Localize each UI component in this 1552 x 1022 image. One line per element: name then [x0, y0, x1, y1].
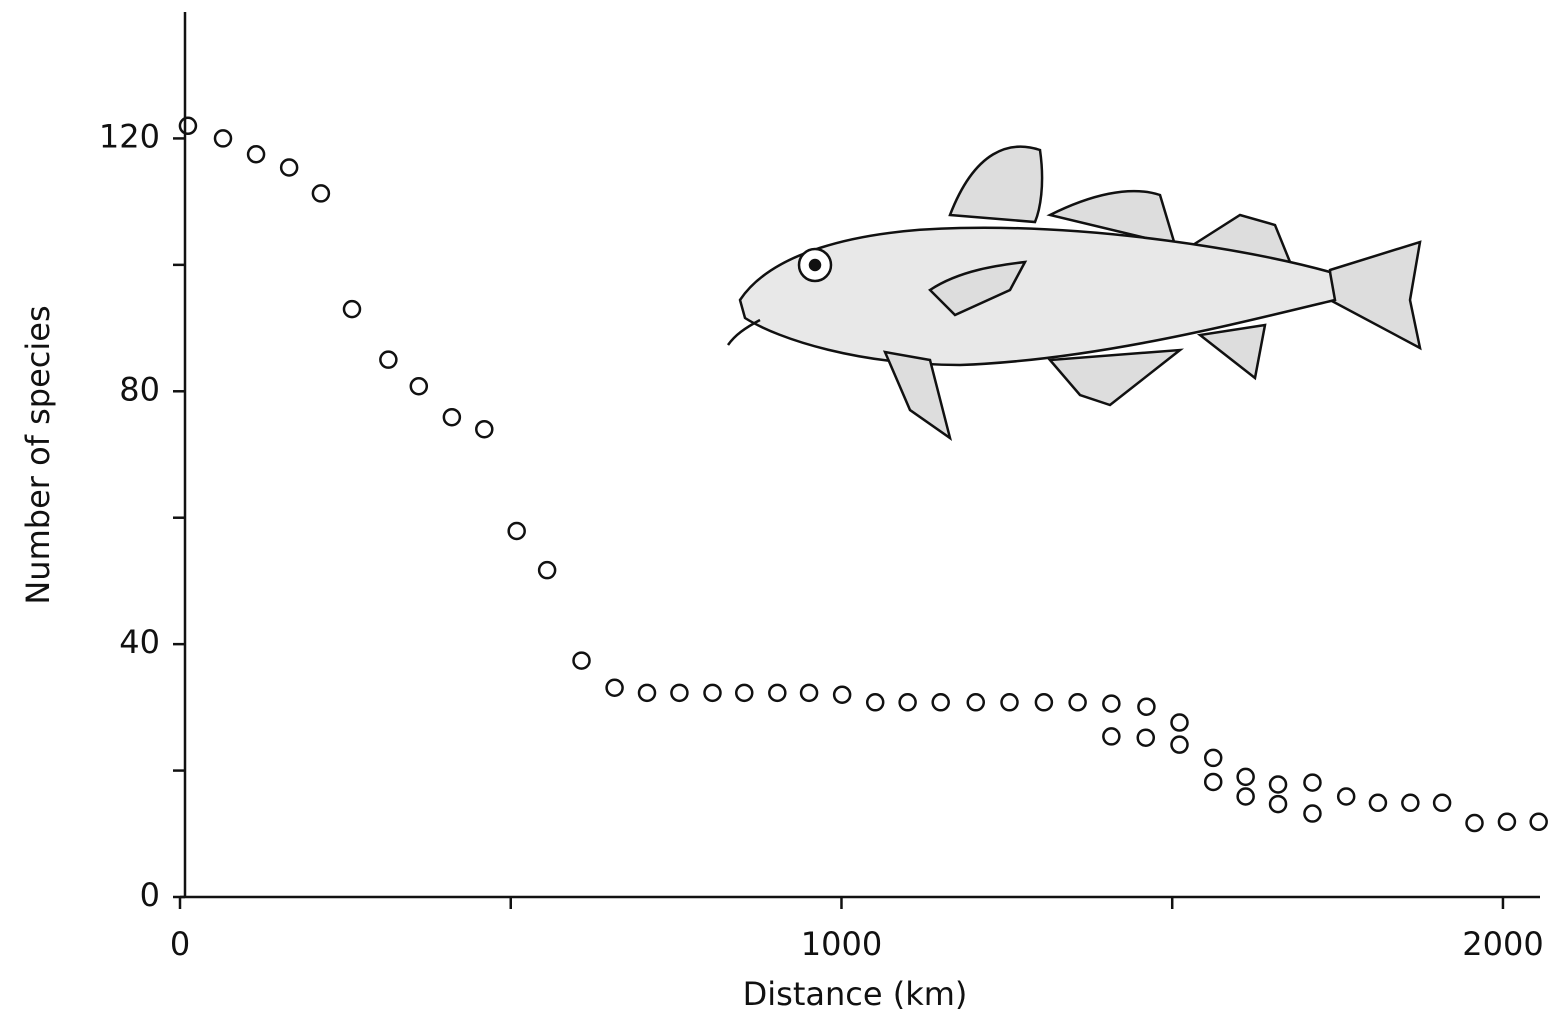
x-tick-label: 2000: [1462, 925, 1543, 963]
y-tick-label: 0: [140, 876, 160, 914]
data-point: [933, 694, 949, 710]
data-point: [1001, 694, 1017, 710]
chart: Number of species Distance (km) 0 40 80 120…: [0, 0, 1552, 1018]
data-point: [1070, 694, 1086, 710]
data-point: [607, 680, 623, 696]
data-point: [1238, 788, 1254, 804]
data-point: [1138, 730, 1154, 746]
data-point: [476, 421, 492, 437]
data-point: [574, 653, 590, 669]
data-point: [1338, 788, 1354, 804]
data-point: [900, 694, 916, 710]
data-point: [344, 301, 360, 317]
data-point: [1238, 769, 1254, 785]
data-point: [736, 685, 752, 701]
data-point: [1304, 775, 1320, 791]
data-point: [801, 685, 817, 701]
data-point: [380, 352, 396, 368]
y-axis-label: Number of species: [19, 305, 57, 604]
data-point: [1270, 776, 1286, 792]
data-point: [1205, 774, 1221, 790]
data-point: [968, 694, 984, 710]
y-tick-label: 80: [119, 370, 160, 408]
x-tick-label: 1000: [801, 925, 882, 963]
data-point: [1138, 699, 1154, 715]
data-point: [1434, 795, 1450, 811]
data-point: [1270, 796, 1286, 812]
data-point: [313, 185, 329, 201]
data-point: [248, 146, 264, 162]
x-tick-label: 0: [170, 925, 190, 963]
fish-illustration: [728, 147, 1420, 438]
data-point: [1467, 815, 1483, 831]
data-point: [1036, 694, 1052, 710]
data-point: [444, 409, 460, 425]
data-point: [671, 685, 687, 701]
data-point: [1370, 795, 1386, 811]
data-point: [1205, 750, 1221, 766]
data-point: [411, 378, 427, 394]
data-point: [1171, 737, 1187, 753]
y-tick-label: 40: [119, 623, 160, 661]
data-point: [1531, 814, 1547, 830]
data-point: [704, 685, 720, 701]
data-point: [215, 130, 231, 146]
data-point: [539, 562, 555, 578]
data-point: [1304, 806, 1320, 822]
data-point: [639, 685, 655, 701]
y-tick-label: 120: [99, 117, 160, 155]
data-point: [1402, 795, 1418, 811]
data-point: [1499, 814, 1515, 830]
data-point: [1171, 715, 1187, 731]
data-point: [769, 685, 785, 701]
x-axis-label: Distance (km): [743, 975, 968, 1013]
data-point: [180, 118, 196, 134]
data-point: [281, 160, 297, 176]
data-point: [1103, 696, 1119, 712]
data-point: [1103, 728, 1119, 744]
data-point: [867, 694, 883, 710]
data-point: [834, 687, 850, 703]
data-point: [509, 523, 525, 539]
